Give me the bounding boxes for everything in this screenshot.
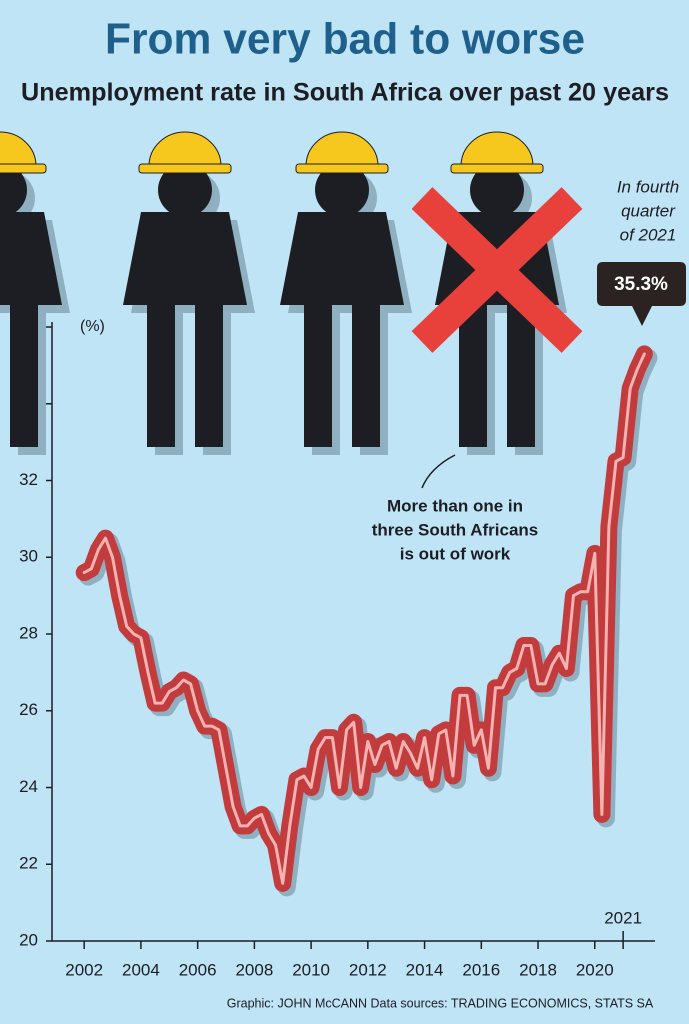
y-tick-label: 26 (19, 700, 38, 719)
x-tick-label: 2021 (604, 908, 642, 927)
x-tick-label: 2014 (406, 960, 444, 979)
annotation: three South Africans (372, 520, 539, 539)
footer: Graphic: JOHN McCANN Data sources: TRADI… (227, 996, 654, 1010)
y-tick-label: 28 (19, 623, 38, 642)
y-axis-label: (%) (80, 318, 105, 335)
worker-icon (0, 131, 70, 455)
workers-illustration (0, 131, 70, 455)
x-tick-label: 2002 (65, 960, 103, 979)
y-tick-label: 36 (19, 316, 38, 335)
callout-box (597, 262, 686, 326)
x-tick-label: 2018 (519, 960, 557, 979)
chart-subtitle: Unemployment rate in South Africa over p… (21, 79, 669, 107)
red-cross (411, 187, 583, 353)
annotation: is out of work (400, 544, 511, 563)
x-tick-label: 2008 (235, 960, 273, 979)
annotation: In fourth (617, 177, 679, 196)
x-tick-label: 2010 (292, 960, 330, 979)
annotation: quarter (621, 201, 676, 220)
callout-label: 35.3% (614, 274, 668, 295)
x-tick-label: 2006 (179, 960, 217, 979)
y-tick-label: 34 (19, 393, 38, 412)
x-tick-label: 2004 (122, 960, 160, 979)
y-tick-label: 24 (19, 777, 38, 796)
line-highlight (82, 352, 646, 885)
y-tick-label: 32 (19, 470, 38, 489)
x-tick-label: 2016 (462, 960, 500, 979)
y-tick-label: 30 (19, 547, 38, 566)
annotation-pointer (421, 454, 456, 489)
y-tick-label: 22 (19, 854, 38, 873)
y-tick-label: 20 (19, 930, 38, 949)
x-tick-label: 2012 (349, 960, 387, 979)
chart-title: From very bad to worse (105, 15, 585, 64)
annotation: More than one in (387, 496, 523, 515)
x-tick-label: 2020 (576, 960, 614, 979)
annotation: of 2021 (620, 225, 677, 244)
